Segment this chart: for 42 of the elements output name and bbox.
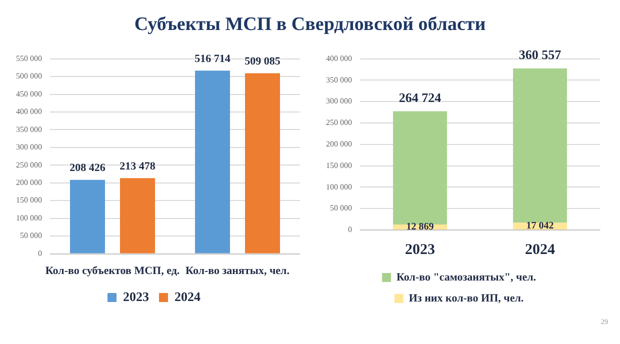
y-tick-label: 400 000 — [326, 54, 352, 63]
data-label: 360 557 — [518, 47, 562, 62]
bar — [245, 73, 280, 254]
y-tick-label: 0 — [348, 225, 352, 234]
y-tick-label: 250 000 — [16, 160, 42, 170]
y-tick-label: 450 000 — [16, 89, 42, 98]
y-tick-label: 200 000 — [16, 178, 42, 187]
y-tick-label: 350 000 — [16, 124, 42, 134]
bar — [513, 68, 567, 223]
y-tick-label: 100 000 — [326, 182, 352, 192]
legend-label: Из них кол-во ИП, чел. — [408, 292, 524, 304]
y-tick-label: 300 000 — [326, 96, 352, 106]
y-tick-label: 550 000 — [16, 54, 42, 63]
legend-label: Кол-во "самозанятых", чел. — [396, 271, 536, 284]
y-tick-label: 0 — [38, 248, 42, 258]
y-tick-label: 250 000 — [326, 118, 352, 128]
chart-title: Субъекты МСП в Свердловской области — [133, 13, 487, 37]
data-label: 213 478 — [120, 160, 156, 172]
x-tick-label: Кол-во занятых, чел. — [186, 265, 290, 278]
bar — [120, 178, 155, 254]
data-label: 208 426 — [70, 162, 106, 174]
y-tick-label: 400 000 — [16, 107, 42, 116]
y-tick-label: 500 000 — [16, 72, 42, 81]
data-label: 516 714 — [194, 52, 231, 65]
data-label: 509 085 — [244, 56, 281, 68]
data-label: 264 724 — [398, 90, 442, 106]
y-tick-label: 150 000 — [326, 160, 352, 170]
y-tick-label: 150 000 — [16, 196, 42, 205]
data-label: 17 042 — [526, 220, 554, 232]
data-label: 12 869 — [406, 222, 434, 233]
y-tick-label: 50 000 — [330, 204, 352, 213]
legend-label: 2024 — [174, 288, 201, 304]
y-tick-label: 200 000 — [326, 139, 352, 148]
y-tick-label: 350 000 — [326, 75, 352, 84]
bar — [195, 70, 230, 254]
y-tick-label: 50 000 — [20, 231, 42, 240]
x-tick-label: Кол-во субъектов МСП, ед. — [45, 265, 180, 278]
y-tick-label: 100 000 — [16, 213, 42, 222]
legend-label: 2023 — [123, 288, 150, 304]
bar — [393, 111, 447, 224]
y-tick-label: 300 000 — [16, 142, 42, 152]
bar — [70, 180, 105, 254]
